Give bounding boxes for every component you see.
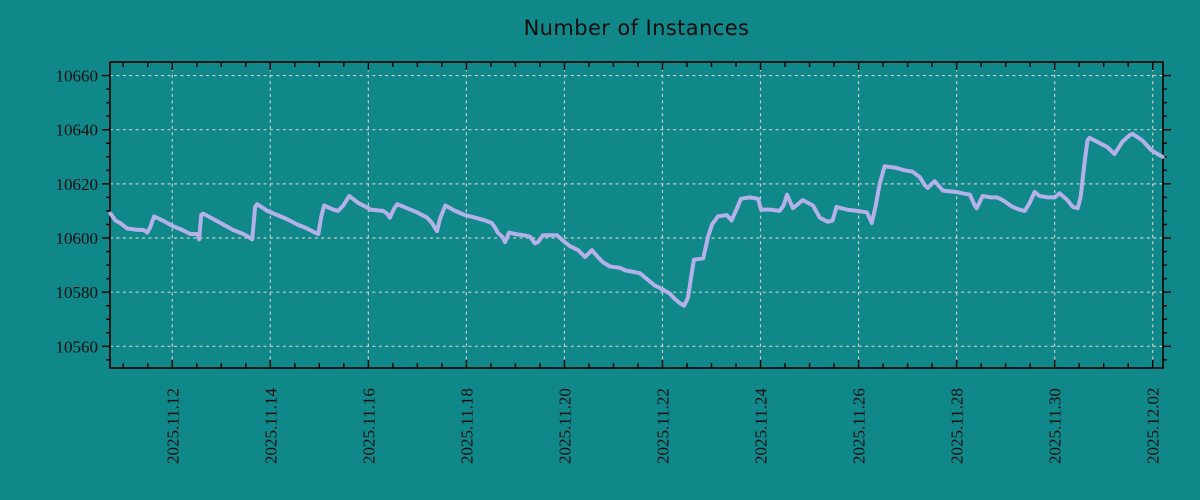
y-tick-label: 10580 bbox=[56, 283, 99, 302]
x-tick-label: 2025.12.02 bbox=[1144, 388, 1163, 465]
x-tick-label: 2025.11.28 bbox=[948, 388, 967, 464]
chart-title: Number of Instances bbox=[523, 16, 750, 40]
x-tick-label: 2025.11.12 bbox=[163, 388, 182, 464]
y-tick-label: 10640 bbox=[56, 121, 99, 140]
x-tick-label: 2025.11.22 bbox=[653, 388, 672, 464]
x-tick-label: 2025.11.20 bbox=[555, 388, 574, 464]
y-tick-label: 10620 bbox=[56, 175, 99, 194]
x-tick-label: 2025.11.18 bbox=[457, 388, 476, 464]
x-tick-label: 2025.11.26 bbox=[850, 388, 869, 464]
data-line bbox=[108, 131, 1165, 308]
y-tick-label: 10660 bbox=[56, 67, 99, 86]
x-tick-label: 2025.11.30 bbox=[1046, 388, 1065, 464]
y-tick-label: 10600 bbox=[56, 229, 99, 248]
x-tick-label: 2025.11.14 bbox=[261, 388, 280, 464]
x-tick-label: 2025.11.16 bbox=[359, 388, 378, 464]
y-tick-label: 10560 bbox=[56, 337, 99, 356]
x-tick-label: 2025.11.24 bbox=[752, 388, 771, 464]
plot-border bbox=[109, 61, 1164, 369]
